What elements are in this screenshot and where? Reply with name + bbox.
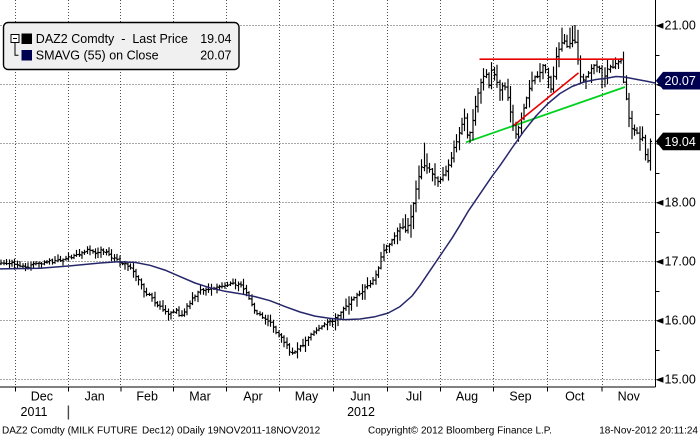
svg-text:18-Nov-2012 20:11:24: 18-Nov-2012 20:11:24: [599, 426, 698, 437]
svg-text:17.00: 17.00: [665, 255, 696, 269]
svg-text:DAZ2 Comdty - Last Price: DAZ2 Comdty - Last Price: [36, 32, 188, 46]
svg-text:Nov: Nov: [618, 389, 641, 403]
svg-text:19.04: 19.04: [200, 32, 231, 46]
svg-text:Jan: Jan: [85, 389, 105, 403]
svg-text:Copyright© 2012 Bloomberg Fina: Copyright© 2012 Bloomberg Finance L.P.: [368, 426, 552, 437]
svg-text:DAZ2 Comdty (MILK FUTURE: DAZ2 Comdty (MILK FUTURE: [2, 426, 138, 437]
svg-text:SMAVG (55) on Close: SMAVG (55) on Close: [36, 49, 159, 63]
svg-text:19.04: 19.04: [665, 135, 696, 149]
svg-text:Jul: Jul: [406, 389, 422, 403]
svg-text:Mar: Mar: [189, 389, 211, 403]
svg-text:2011: 2011: [21, 405, 48, 419]
svg-text:21.00: 21.00: [665, 19, 696, 33]
svg-text:Feb: Feb: [136, 389, 158, 403]
svg-text:Dec12) 0Daily 19NOV2011-18NOV2: Dec12) 0Daily 19NOV2011-18NOV2012: [142, 426, 321, 437]
svg-text:Jun: Jun: [350, 389, 370, 403]
svg-text:May: May: [295, 389, 319, 403]
svg-text:15.00: 15.00: [665, 373, 696, 387]
svg-text:16.00: 16.00: [665, 314, 696, 328]
svg-text:Dec: Dec: [31, 389, 53, 403]
svg-text:18.00: 18.00: [665, 196, 696, 210]
svg-text:20.07: 20.07: [200, 49, 231, 63]
svg-text:Oct: Oct: [565, 389, 585, 403]
svg-text:2012: 2012: [347, 405, 375, 419]
svg-text:Aug: Aug: [456, 389, 478, 403]
svg-text:Apr: Apr: [243, 389, 262, 403]
svg-text:20.07: 20.07: [665, 74, 696, 88]
svg-text:Sep: Sep: [509, 389, 531, 403]
